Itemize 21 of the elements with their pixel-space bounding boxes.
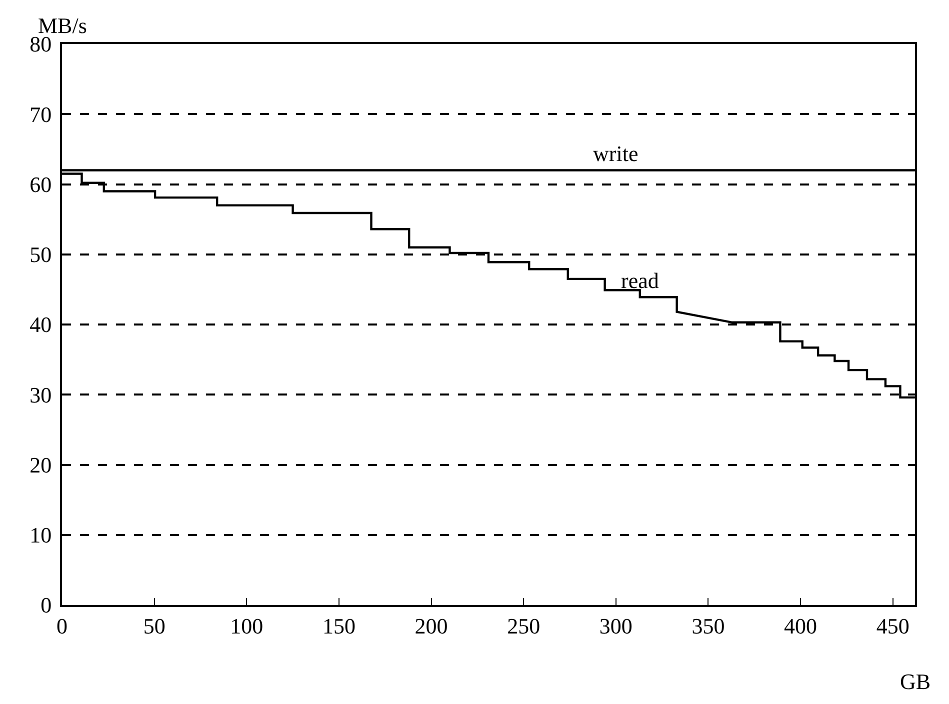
x-tick-label: 250 [507,613,540,638]
series-label: write [593,141,638,166]
x-tick-label: 400 [784,613,818,638]
x-tick-label: 300 [599,613,632,638]
x-axis-title: GB [900,669,931,694]
x-tick-label: 450 [876,613,910,638]
y-tick-label: 30 [30,382,52,408]
x-tick-label: 200 [414,613,448,638]
y-tick-label: 60 [30,172,52,197]
x-tick-label: 100 [230,613,264,638]
x-tick-label: 350 [692,613,725,638]
y-tick-label: 20 [30,452,52,478]
x-tick-label: 150 [322,613,356,638]
y-tick-label: 10 [30,522,52,548]
x-tick-label: 50 [143,613,166,638]
x-tick-label: 0 [56,613,68,638]
y-tick-label: 40 [30,312,52,338]
series-label: read [621,268,659,293]
y-tick-label: 50 [30,242,52,268]
y-tick-label: 0 [40,592,52,618]
y-tick-label: 70 [30,102,52,127]
